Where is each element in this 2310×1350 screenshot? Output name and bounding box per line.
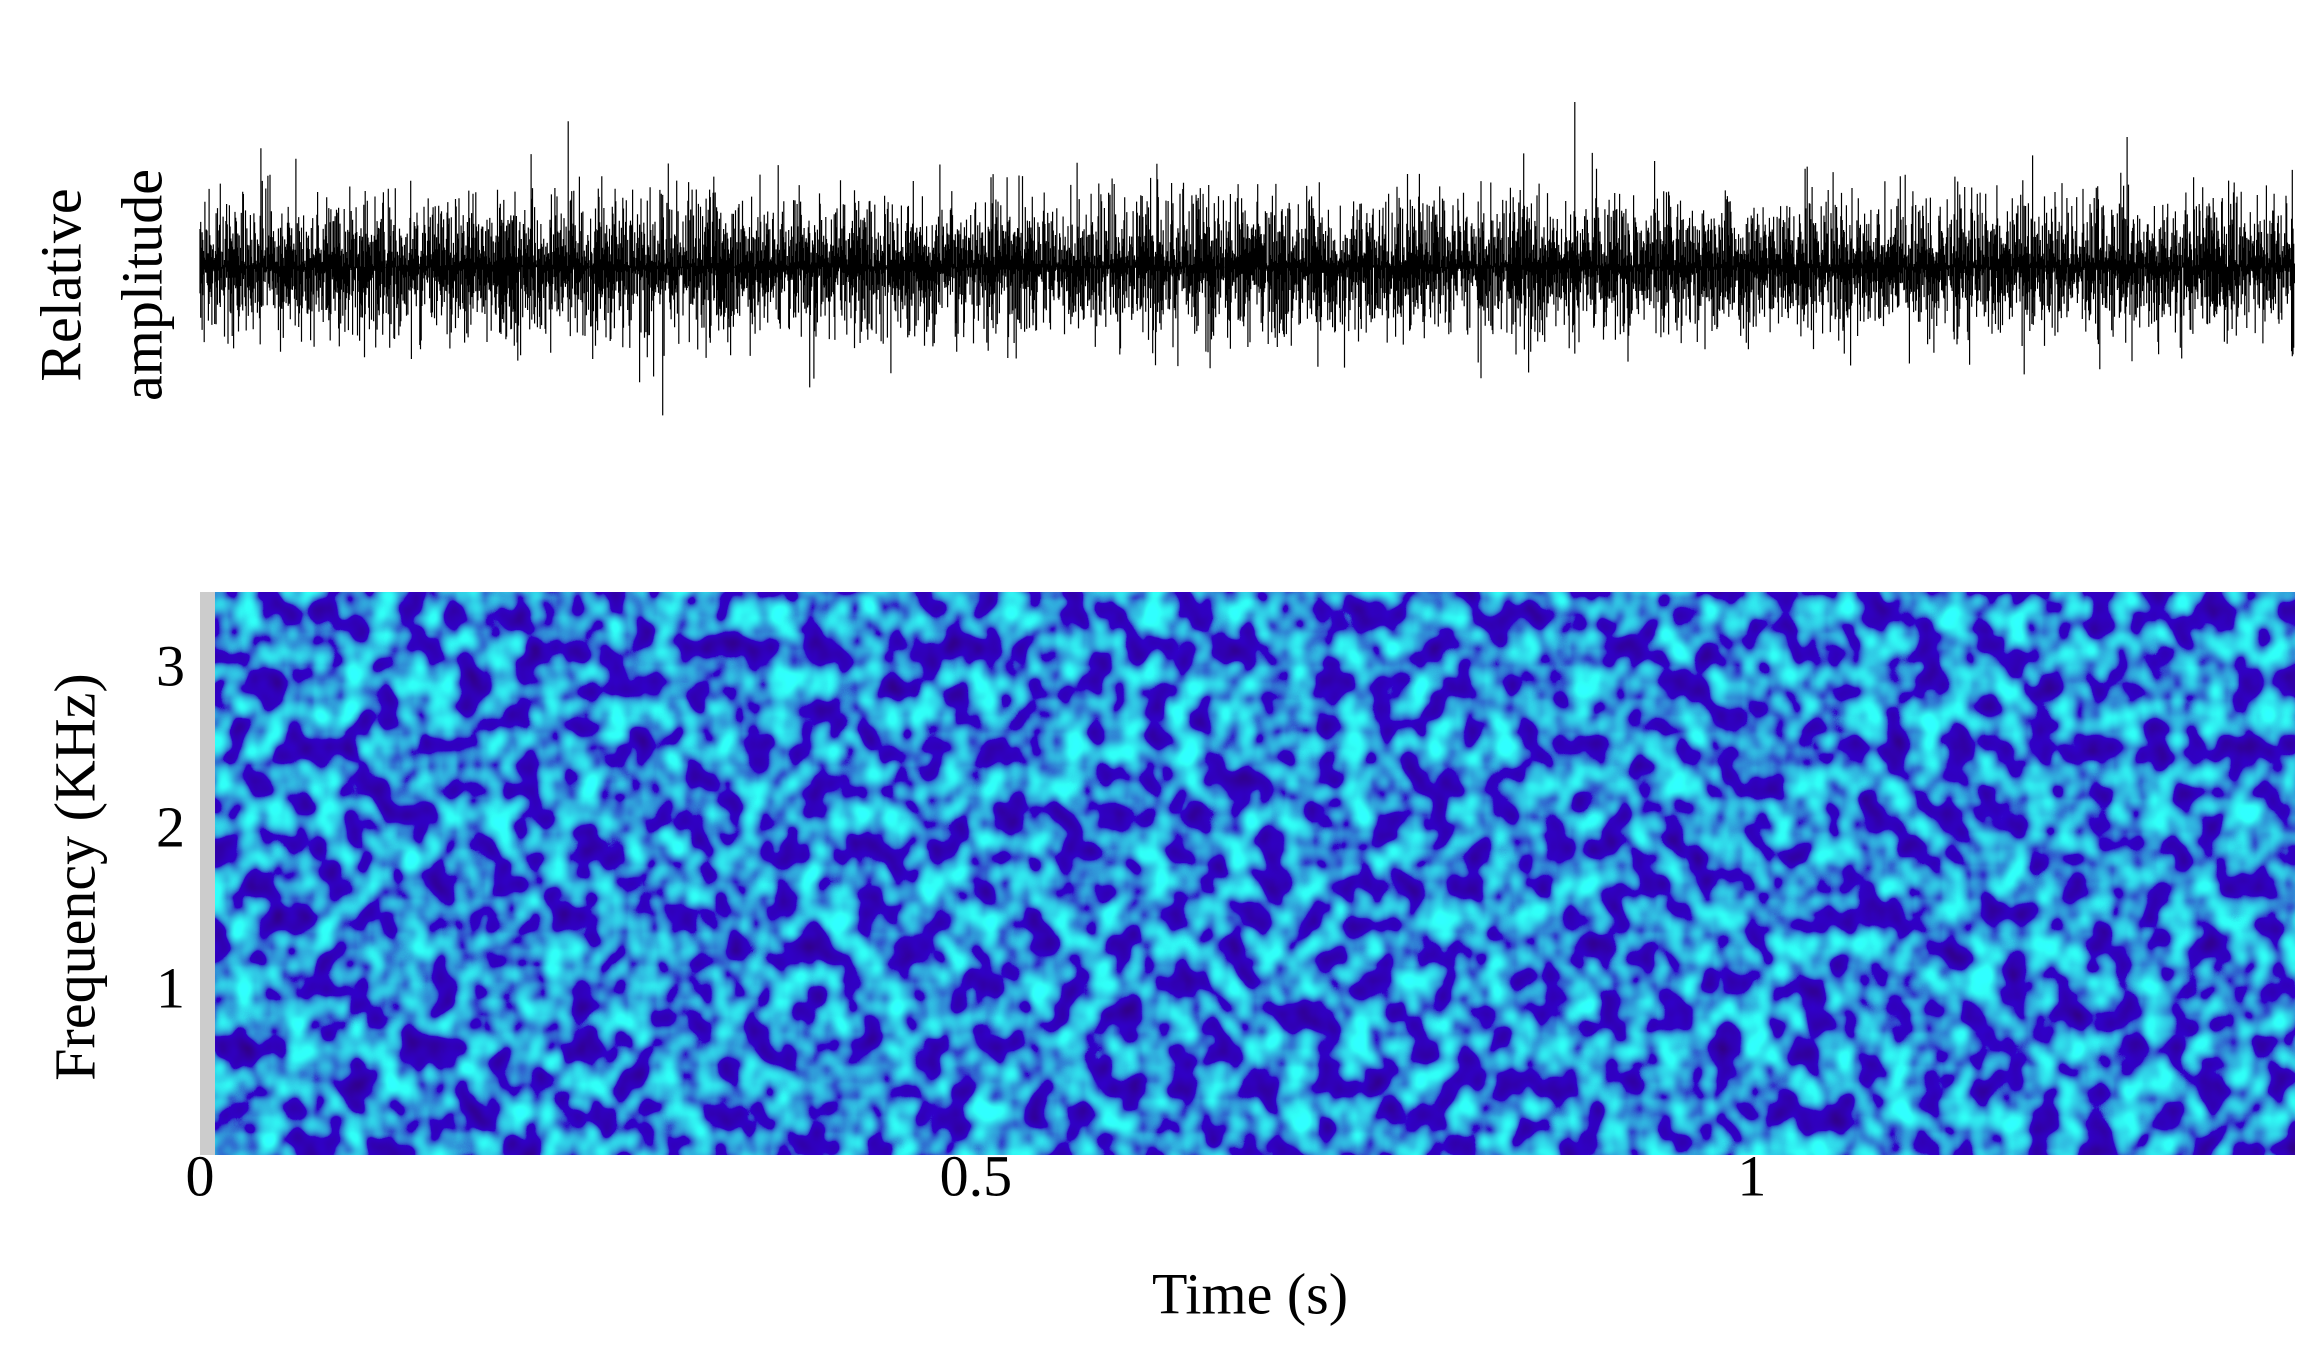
spectrogram: [215, 592, 2295, 1155]
waveform-label: Relative: [28, 188, 93, 381]
x-tick-label: 0.5: [940, 1143, 1013, 1208]
x-tick-label: 0: [186, 1143, 215, 1208]
waveform: [199, 102, 2295, 416]
y-tick-label: 2: [156, 795, 185, 860]
y-tick-label: 1: [156, 955, 185, 1020]
x-tick-label: 1: [1737, 1143, 1766, 1208]
spectrogram-edge: [200, 592, 215, 1155]
waveform-label: amplitude: [109, 169, 174, 401]
y-tick-label: 3: [156, 634, 185, 699]
y-axis-label: Frequency (KHz): [42, 673, 107, 1080]
x-axis-label: Time (s): [1152, 1261, 1348, 1326]
